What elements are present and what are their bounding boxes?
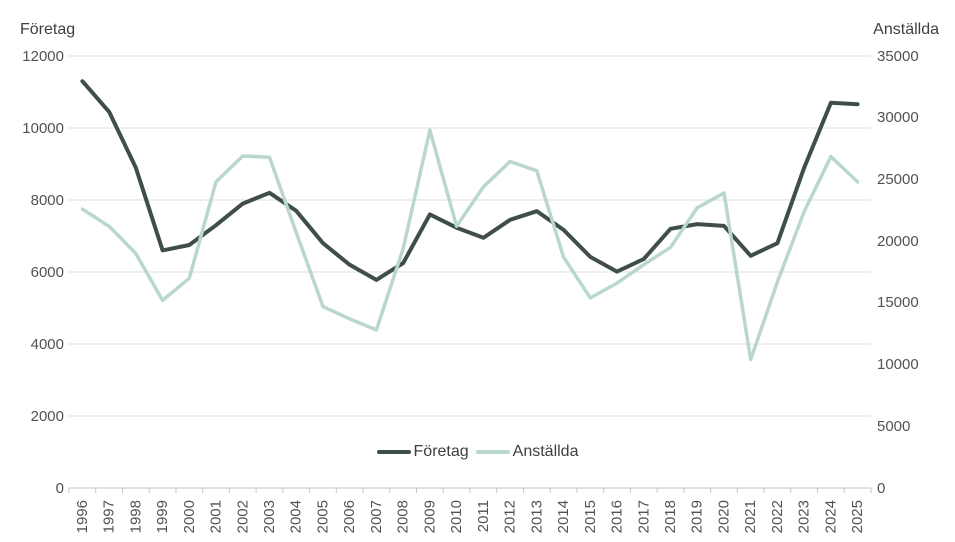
legend-swatch-foretag <box>376 450 411 454</box>
x-axis-year-label: 2005 <box>314 500 331 533</box>
left-axis-tick-label: 0 <box>55 479 64 497</box>
left-axis-tick-label: 2000 <box>30 407 64 425</box>
left-axis-tick-label: 8000 <box>30 191 64 209</box>
right-axis-tick-label: 20000 <box>877 232 919 250</box>
left-axis-title: Företag <box>20 21 76 38</box>
x-axis-year-label: 2025 <box>849 500 866 533</box>
right-axis-tick-label: 25000 <box>877 170 919 188</box>
x-axis-year-label: 2008 <box>395 500 412 533</box>
left-axis-tick-label: 12000 <box>22 47 64 65</box>
x-axis-year-label: 2006 <box>341 500 358 533</box>
right-axis-tick-label: 0 <box>877 479 886 497</box>
x-axis-year-label: 2017 <box>635 500 652 533</box>
x-axis-year-label: 2019 <box>689 500 706 533</box>
right-axis-tick-label: 5000 <box>877 417 911 435</box>
x-axis-year-label: 2023 <box>796 500 813 533</box>
series-line-anstallda <box>80 128 860 362</box>
right-axis-tick-label: 35000 <box>877 47 919 65</box>
left-axis-tick-label: 6000 <box>30 263 64 281</box>
right-axis-tick-label: 10000 <box>877 356 919 374</box>
x-axis-year-label: 2011 <box>475 500 492 532</box>
legend-swatch-anstallda <box>475 450 510 454</box>
left-axis-tick-label: 4000 <box>30 335 64 353</box>
right-axis-tick-label: 15000 <box>877 294 919 312</box>
x-axis-year-label: 2012 <box>502 500 519 533</box>
x-axis-year-label: 1996 <box>74 500 91 533</box>
right-axis-tick-label: 30000 <box>877 109 919 127</box>
x-axis-year-label: 2007 <box>368 500 385 533</box>
x-axis-year-label: 2016 <box>609 500 626 533</box>
legend-label-anstallda: Anställda <box>512 443 579 460</box>
x-axis-year-label: 1998 <box>127 500 144 533</box>
x-axis-year-label: 2018 <box>662 500 679 533</box>
x-axis-year-label: 2010 <box>448 500 465 533</box>
x-axis-year-label: 2013 <box>528 500 545 533</box>
x-axis-year-label: 2022 <box>769 500 786 533</box>
x-axis-year-label: 2009 <box>421 500 438 533</box>
x-axis-year-label: 2014 <box>555 500 572 533</box>
x-axis-year-label: 2001 <box>208 500 225 533</box>
x-axis-year-label: 2004 <box>288 500 305 533</box>
left-axis-tick-label: 10000 <box>22 119 64 137</box>
x-axis-year-label: 2000 <box>181 500 198 533</box>
x-axis-year-label: 1997 <box>101 500 118 533</box>
x-axis-year-label: 2020 <box>715 500 732 533</box>
legend: Företag Anställda <box>0 443 955 461</box>
x-axis-year-label: 2003 <box>261 500 278 533</box>
x-axis-year-label: 2024 <box>822 500 839 533</box>
right-axis-title: Anställda <box>873 21 939 38</box>
x-axis-year-label: 1999 <box>154 500 171 533</box>
x-axis-year-label: 2021 <box>742 500 759 533</box>
legend-label-foretag: Företag <box>413 443 469 460</box>
x-axis-year-label: 2015 <box>582 500 599 533</box>
x-axis-year-label: 2002 <box>234 500 251 533</box>
